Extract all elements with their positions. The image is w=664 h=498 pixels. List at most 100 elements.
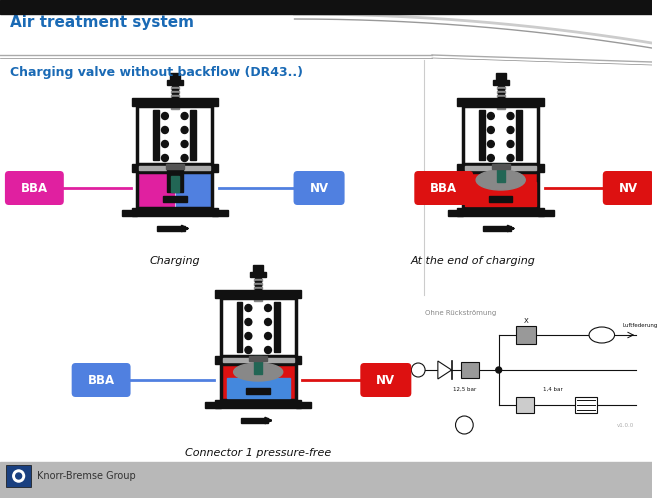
Bar xyxy=(240,418,268,423)
Bar xyxy=(153,110,159,160)
Circle shape xyxy=(245,347,252,354)
Text: Air treatment system: Air treatment system xyxy=(10,14,194,29)
Circle shape xyxy=(264,333,272,340)
Bar xyxy=(254,299,262,301)
Bar xyxy=(255,297,261,299)
Circle shape xyxy=(161,140,169,147)
Bar xyxy=(497,99,505,101)
Bar xyxy=(517,326,536,344)
Bar xyxy=(176,174,210,206)
Bar xyxy=(221,364,295,400)
Bar xyxy=(139,166,210,170)
Bar xyxy=(255,289,261,291)
Circle shape xyxy=(245,333,252,340)
Circle shape xyxy=(487,154,494,161)
Bar xyxy=(167,80,183,85)
Bar xyxy=(497,95,505,97)
Circle shape xyxy=(16,473,22,479)
Bar xyxy=(497,164,505,182)
Polygon shape xyxy=(438,361,452,379)
Bar xyxy=(139,174,174,206)
Bar xyxy=(463,106,538,164)
Text: Knorr-Bremse Group: Knorr-Bremse Group xyxy=(37,471,136,481)
Bar xyxy=(172,105,178,107)
Bar xyxy=(205,402,221,408)
Bar xyxy=(457,164,544,172)
Bar xyxy=(465,182,536,206)
Bar xyxy=(0,462,652,498)
Bar xyxy=(250,272,266,277)
Circle shape xyxy=(456,416,473,434)
Circle shape xyxy=(161,126,169,133)
FancyBboxPatch shape xyxy=(72,363,131,397)
Bar xyxy=(517,110,523,160)
Bar xyxy=(172,89,178,91)
Bar xyxy=(538,210,554,216)
Bar xyxy=(171,103,179,105)
Bar xyxy=(498,97,503,99)
Text: BBA: BBA xyxy=(21,181,48,195)
Text: 12,5 bar: 12,5 bar xyxy=(453,387,476,392)
Bar xyxy=(497,107,505,109)
Bar xyxy=(465,174,536,206)
Circle shape xyxy=(507,154,514,161)
Bar xyxy=(461,362,479,378)
Bar xyxy=(131,208,218,216)
Bar xyxy=(496,73,505,80)
Text: Luftfederung: Luftfederung xyxy=(622,323,658,328)
Bar xyxy=(448,210,463,216)
Bar xyxy=(221,364,295,400)
Bar xyxy=(246,388,270,394)
Bar xyxy=(255,285,261,287)
Bar xyxy=(131,164,218,172)
Text: 1,4 bar: 1,4 bar xyxy=(543,387,562,392)
Text: Connector 1 pressure-free: Connector 1 pressure-free xyxy=(185,448,331,458)
Bar xyxy=(498,89,503,91)
Bar xyxy=(465,166,536,170)
Bar xyxy=(221,298,295,356)
Circle shape xyxy=(181,140,188,147)
FancyBboxPatch shape xyxy=(361,363,412,397)
Circle shape xyxy=(264,304,272,312)
Bar xyxy=(172,85,178,87)
Bar xyxy=(166,164,183,169)
Bar xyxy=(227,378,290,398)
Bar xyxy=(171,176,179,192)
FancyBboxPatch shape xyxy=(5,171,64,205)
FancyBboxPatch shape xyxy=(293,171,345,205)
Bar xyxy=(255,293,261,295)
Bar xyxy=(191,110,197,160)
Bar xyxy=(254,279,262,281)
Circle shape xyxy=(11,468,27,485)
Text: NV: NV xyxy=(309,181,329,195)
Bar xyxy=(157,226,185,231)
Bar xyxy=(255,281,261,283)
Bar xyxy=(171,95,179,97)
Bar xyxy=(137,172,212,208)
Bar xyxy=(498,85,503,87)
Circle shape xyxy=(487,140,494,147)
Bar xyxy=(517,397,534,413)
Circle shape xyxy=(181,113,188,120)
Bar xyxy=(498,101,503,103)
Circle shape xyxy=(507,140,514,147)
Bar xyxy=(498,93,503,95)
Bar xyxy=(254,356,262,374)
Bar xyxy=(171,87,179,89)
Circle shape xyxy=(245,319,252,326)
Bar xyxy=(493,80,509,85)
Bar xyxy=(463,172,538,208)
Bar xyxy=(463,172,538,208)
Bar xyxy=(170,73,180,80)
Bar xyxy=(253,265,263,272)
Bar xyxy=(498,105,503,107)
Circle shape xyxy=(507,126,514,133)
Bar xyxy=(212,210,228,216)
Ellipse shape xyxy=(234,363,283,381)
Bar xyxy=(250,356,267,361)
Bar xyxy=(137,106,212,164)
Bar xyxy=(163,196,187,202)
Bar xyxy=(223,366,293,398)
Text: NV: NV xyxy=(619,181,638,195)
Text: At the end of charging: At the end of charging xyxy=(411,256,536,266)
